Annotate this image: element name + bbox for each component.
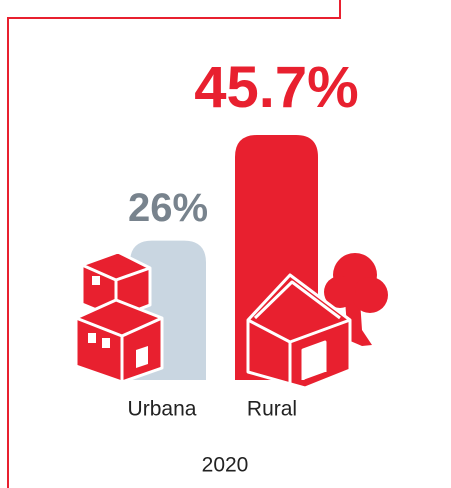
x-tick-label: Urbana [128, 398, 197, 421]
urban-icon [74, 250, 164, 384]
chart-subtitle: 2020 [202, 454, 249, 477]
frame [7, 0, 341, 488]
rural-icon [246, 253, 388, 390]
x-tick-label: Rural [247, 398, 297, 421]
value-label: 26% [128, 186, 208, 230]
value-label: 45.7% [194, 55, 358, 120]
